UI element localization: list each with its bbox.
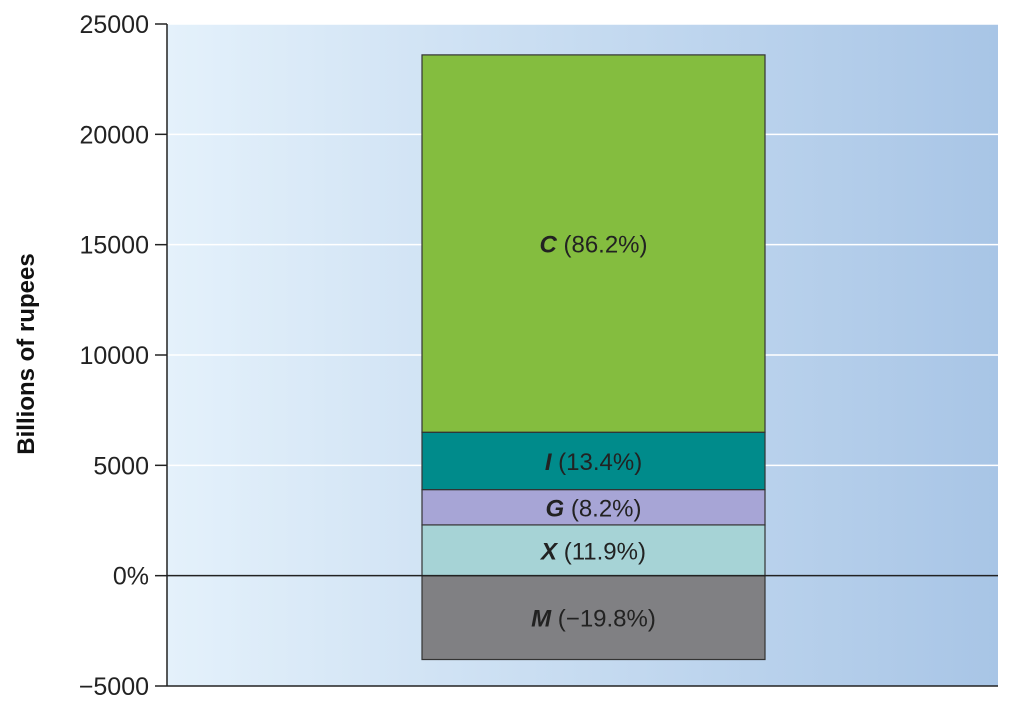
bar-segments: [421, 54, 766, 661]
segment-share: (13.4%): [551, 449, 642, 476]
segment-label-c: C (86.2%): [539, 232, 647, 259]
segment-label-g: G (8.2%): [545, 495, 641, 522]
y-axis-title: Billions of rupees: [13, 253, 40, 454]
segment-symbol: C: [539, 232, 557, 259]
bar-segment-g: [421, 489, 766, 526]
segment-symbol: I: [545, 449, 553, 476]
segment-share: (11.9%): [557, 538, 646, 565]
bar-segment-i: [421, 431, 766, 491]
y-tick-label: 25000: [79, 11, 149, 39]
segment-label-i: I (13.4%): [545, 449, 642, 476]
bar-segment-m: [421, 575, 766, 661]
y-tick-label: 15000: [79, 232, 149, 260]
y-tick-label: −5000: [79, 673, 149, 701]
segment-symbol: G: [545, 495, 564, 522]
y-tick-label: 20000: [79, 121, 149, 149]
y-axis-ticks: −5000 0% 5000 10000 15000 20000 25000: [79, 11, 167, 701]
segment-symbol: M: [531, 606, 552, 633]
segment-label-x: X (11.9%): [539, 538, 646, 565]
bar-segment-x: [421, 524, 766, 577]
y-tick-label: 0%: [113, 563, 149, 591]
segment-labels: M (−19.8%) X (11.9%) G (8.2%) I (13.4%) C (8…: [531, 232, 656, 633]
segment-symbol: X: [539, 538, 559, 565]
segment-share: (86.2%): [557, 232, 648, 259]
y-tick-label: 5000: [93, 452, 149, 480]
segment-share: (8.2%): [564, 495, 641, 522]
segment-share: (−19.8%): [551, 606, 656, 633]
bar-segment-c: [421, 54, 766, 433]
segment-label-m: M (−19.8%): [531, 606, 656, 633]
y-tick-label: 10000: [79, 342, 149, 370]
